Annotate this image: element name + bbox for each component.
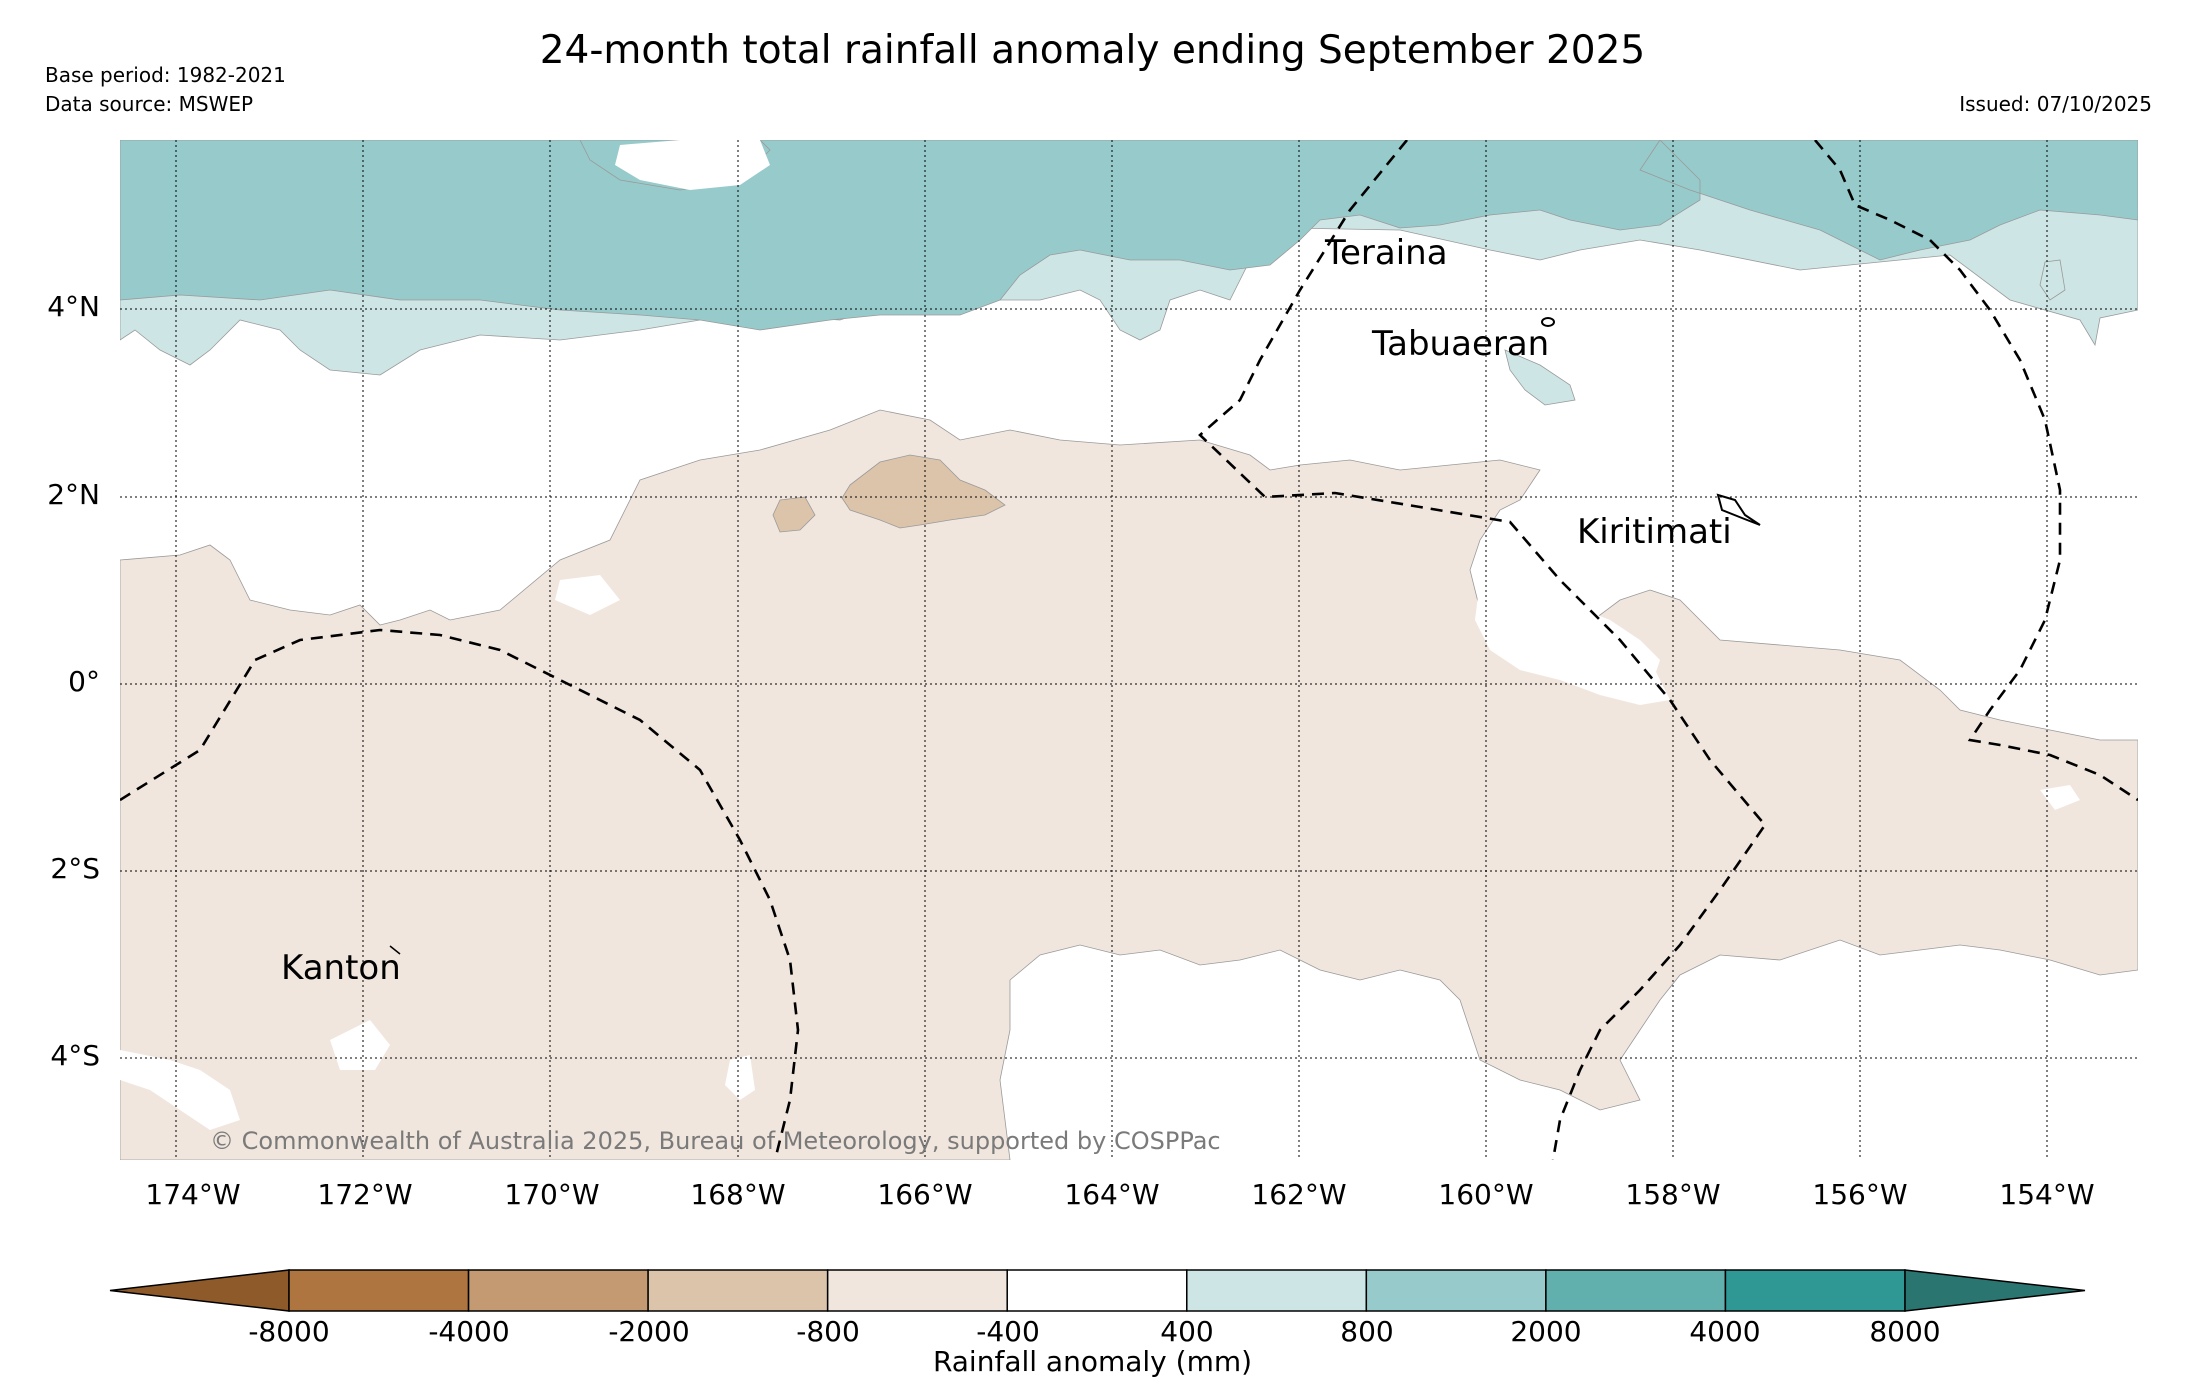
lon-label-158w: 158°W: [1625, 1178, 1721, 1211]
colorbar-segment: [288, 1269, 470, 1312]
wet-medium-region: [120, 140, 2138, 331]
colorbar-tick-400: 400: [1160, 1315, 1214, 1348]
kiritimati-island-outline: [1716, 493, 1761, 526]
lon-label-166w: 166°W: [877, 1178, 973, 1211]
colorbar-tick-2000: 2000: [1510, 1315, 1582, 1348]
map-title: 24-month total rainfall anomaly ending S…: [539, 28, 1646, 73]
neutral-patch-south-east-edge: [2040, 785, 2080, 810]
colorbar-segment: [1365, 1269, 1547, 1312]
place-label-kiritimati: Kiritimati: [1577, 512, 1732, 552]
lon-label-156w: 156°W: [1812, 1178, 1908, 1211]
colorbar-segment: [467, 1269, 649, 1312]
lon-label-174w: 174°W: [145, 1178, 241, 1211]
lon-label-164w: 164°W: [1064, 1178, 1160, 1211]
lat-label-4s: 4°S: [50, 1039, 100, 1072]
lon-label-162w: 162°W: [1251, 1178, 1347, 1211]
wet-light-islet: [1504, 349, 1576, 406]
place-label-kanton: Kanton: [281, 948, 401, 988]
colorbar-tick-minus-2000: -2000: [608, 1315, 690, 1348]
colorbar-segments: [109, 1269, 2086, 1312]
copyright-notice: © Commonwealth of Australia 2025, Bureau…: [210, 1127, 1221, 1155]
colorbar-tick-4000: 4000: [1689, 1315, 1761, 1348]
issued-date: Issued: 07/10/2025: [1959, 92, 2152, 116]
colorbar-label: Rainfall anomaly (mm): [932, 1345, 1253, 1378]
kanton-island-mark: [389, 945, 401, 955]
colorbar-tick-minus-800: -800: [796, 1315, 860, 1348]
eez-boundaries: [120, 140, 2138, 1160]
neutral-patch-bay: [555, 575, 620, 615]
lon-label-170w: 170°W: [504, 1178, 600, 1211]
place-label-teraina: Teraina: [1325, 233, 1448, 273]
colorbar-tick-minus-4000: -4000: [428, 1315, 510, 1348]
data-source-note: Data source: MSWEP: [45, 92, 254, 116]
eez-line-islands-east-boundary: [1814, 140, 2138, 802]
colorbar-segment: [1724, 1269, 1906, 1312]
colorbar-segment: [1006, 1269, 1188, 1312]
graticule: [120, 140, 2138, 1160]
neutral-patch-south-small: [725, 1055, 755, 1100]
lat-label-4n: 4°N: [47, 290, 100, 323]
colorbar-tick-minus-8000: -8000: [248, 1315, 330, 1348]
colorbar-tick-8000: 8000: [1869, 1315, 1941, 1348]
colorbar-segment: [1545, 1269, 1727, 1312]
neutral-patch-southeast: [1690, 960, 2000, 1130]
lon-label-154w: 154°W: [1999, 1178, 2095, 1211]
colorbar-segment: [1186, 1269, 1368, 1312]
colorbar-arrow-high: [1904, 1269, 2086, 1312]
neutral-patch-kanton: [120, 1050, 240, 1130]
colorbar-segment: [647, 1269, 829, 1312]
dry-light-region: [120, 409, 2138, 1160]
lat-label-0: 0°: [68, 665, 100, 698]
lon-label-172w: 172°W: [317, 1178, 413, 1211]
neutral-patch-equator-east: [1595, 640, 1660, 695]
eez-kanton-boundary: [120, 628, 800, 1160]
base-period-note: Base period: 1982-2021: [45, 63, 286, 87]
wet-light-islet-small: [2039, 259, 2066, 301]
map-area: [120, 140, 2138, 1160]
lon-label-168w: 168°W: [690, 1178, 786, 1211]
colorbar-arrow-low: [109, 1269, 290, 1312]
place-label-tabuaeran: Tabuaeran: [1372, 324, 1550, 364]
lon-label-160w: 160°W: [1438, 1178, 1534, 1211]
neutral-patch-north: [615, 140, 770, 190]
colorbar-tick-minus-400: -400: [976, 1315, 1040, 1348]
tabuaeran-island-outline: [1541, 317, 1555, 327]
colorbar-tick-800: 800: [1340, 1315, 1394, 1348]
colorbar-segment: [826, 1269, 1008, 1312]
eez-line-islands-west-boundary: [1198, 140, 1767, 1160]
lat-label-2s: 2°S: [50, 852, 100, 885]
dry-medium-region: [841, 454, 1006, 529]
lat-label-2n: 2°N: [47, 478, 100, 511]
